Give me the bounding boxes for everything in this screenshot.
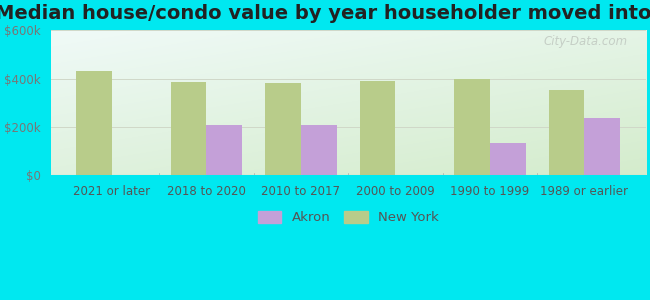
Bar — [584, 118, 620, 176]
Bar — [265, 83, 301, 176]
Bar — [207, 124, 242, 176]
Bar — [549, 89, 584, 176]
Text: City-Data.com: City-Data.com — [544, 34, 628, 48]
Bar — [170, 82, 207, 176]
Bar — [490, 143, 526, 175]
Bar — [76, 71, 112, 176]
Bar — [301, 125, 337, 176]
Bar — [359, 81, 395, 176]
Legend: Akron, New York: Akron, New York — [252, 206, 444, 230]
Title: Median house/condo value by year householder moved into unit: Median house/condo value by year househo… — [0, 4, 650, 23]
Bar — [454, 79, 490, 176]
